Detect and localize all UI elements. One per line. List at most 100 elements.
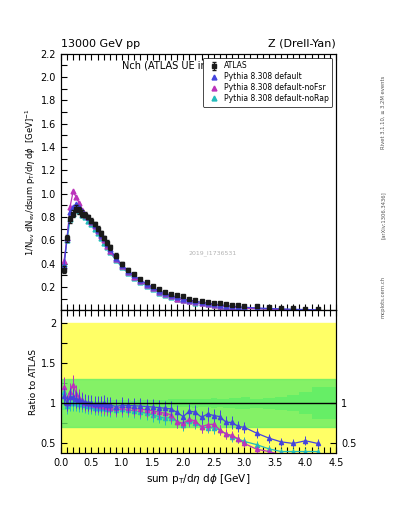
Pythia 8.308 default-noFsr (205, 301, 210, 307)
Pythia 8.308 default (303, 307, 308, 313)
Pythia 8.308 default (86, 214, 91, 220)
Pythia 8.308 default-noRap (98, 235, 103, 241)
Pythia 8.308 default (92, 222, 97, 228)
Pythia 8.308 default-noFsr (175, 296, 180, 302)
Pythia 8.308 default-noFsr (101, 238, 106, 244)
Pythia 8.308 default (120, 262, 125, 268)
Pythia 8.308 default-noFsr (162, 291, 167, 297)
Text: 13000 GeV pp: 13000 GeV pp (61, 38, 140, 49)
Pythia 8.308 default-noRap (224, 304, 228, 310)
Pythia 8.308 default-noRap (86, 218, 91, 224)
Pythia 8.308 default-noFsr (95, 228, 100, 234)
Y-axis label: 1/N$_{\mathsf{ev}}$ dN$_{\mathsf{ev}}$/dsum p$_{\mathsf{T}}$/d$\eta$ d$\phi$  [G: 1/N$_{\mathsf{ev}}$ dN$_{\mathsf{ev}}$/d… (23, 109, 38, 256)
Pythia 8.308 default-noRap (279, 306, 283, 312)
Pythia 8.308 default-noFsr (315, 307, 320, 313)
Pythia 8.308 default-noRap (74, 206, 79, 212)
Pythia 8.308 default-noFsr (74, 194, 79, 200)
Pythia 8.308 default-noRap (71, 210, 75, 217)
Pythia 8.308 default (266, 306, 271, 312)
Pythia 8.308 default-noRap (120, 264, 125, 270)
Pythia 8.308 default-noFsr (98, 233, 103, 239)
Pythia 8.308 default (236, 304, 241, 310)
Pythia 8.308 default-noFsr (138, 278, 143, 284)
Pythia 8.308 default (89, 218, 94, 224)
Pythia 8.308 default-noRap (80, 212, 84, 218)
Pythia 8.308 default (95, 227, 100, 233)
Pythia 8.308 default-noFsr (169, 293, 173, 300)
Pythia 8.308 default (162, 290, 167, 296)
Pythia 8.308 default-noFsr (150, 285, 155, 291)
Pythia 8.308 default-noFsr (114, 256, 118, 262)
Pythia 8.308 default-noRap (175, 296, 180, 302)
Pythia 8.308 default-noFsr (279, 306, 283, 312)
Pythia 8.308 default-noFsr (62, 259, 66, 265)
Pythia 8.308 default-noFsr (105, 243, 109, 249)
Pythia 8.308 default-noRap (92, 226, 97, 232)
Pythia 8.308 default (291, 306, 296, 312)
Pythia 8.308 default-noFsr (181, 297, 185, 303)
Text: mcplots.cern.ch: mcplots.cern.ch (381, 276, 386, 318)
Pythia 8.308 default-noRap (89, 221, 94, 227)
Pythia 8.308 default-noFsr (242, 305, 247, 311)
Text: Nch (ATLAS UE in Z production): Nch (ATLAS UE in Z production) (121, 61, 275, 72)
Pythia 8.308 default (126, 268, 130, 274)
Pythia 8.308 default (156, 288, 161, 294)
Pythia 8.308 default-noFsr (83, 212, 88, 218)
Pythia 8.308 default-noFsr (92, 223, 97, 229)
Pythia 8.308 default-noRap (144, 283, 149, 289)
Pythia 8.308 default-noFsr (224, 304, 228, 310)
Pythia 8.308 default-noFsr (156, 289, 161, 295)
Pythia 8.308 default-noRap (266, 306, 271, 312)
Pythia 8.308 default-noRap (83, 214, 88, 220)
Pythia 8.308 default (71, 204, 75, 210)
Pythia 8.308 default-noFsr (65, 235, 70, 241)
Pythia 8.308 default-noRap (315, 307, 320, 313)
Pythia 8.308 default-noFsr (254, 306, 259, 312)
Line: Pythia 8.308 default-noRap: Pythia 8.308 default-noRap (62, 206, 320, 312)
Pythia 8.308 default-noFsr (132, 273, 137, 280)
Pythia 8.308 default-noRap (77, 208, 82, 215)
Pythia 8.308 default (74, 201, 79, 207)
Pythia 8.308 default (68, 209, 72, 216)
Pythia 8.308 default (175, 294, 180, 300)
Pythia 8.308 default-noRap (254, 306, 259, 312)
Pythia 8.308 default-noFsr (303, 307, 308, 313)
Pythia 8.308 default-noRap (181, 297, 185, 303)
Pythia 8.308 default (83, 210, 88, 217)
Pythia 8.308 default-noFsr (187, 298, 192, 304)
Line: Pythia 8.308 default-noFsr: Pythia 8.308 default-noFsr (62, 189, 320, 312)
Pythia 8.308 default-noFsr (120, 263, 125, 269)
Pythia 8.308 default (169, 292, 173, 298)
Pythia 8.308 default (224, 303, 228, 309)
Pythia 8.308 default-noRap (217, 303, 222, 309)
Pythia 8.308 default-noRap (107, 249, 112, 255)
Pythia 8.308 default-noFsr (144, 282, 149, 288)
Pythia 8.308 default-noFsr (236, 305, 241, 311)
Pythia 8.308 default-noRap (126, 270, 130, 276)
Pythia 8.308 default (62, 263, 66, 269)
Bar (61, 323, 336, 452)
Pythia 8.308 default (279, 306, 283, 312)
Pythia 8.308 default-noFsr (266, 306, 271, 312)
Pythia 8.308 default-noFsr (77, 200, 82, 206)
Pythia 8.308 default-noRap (62, 261, 66, 267)
Pythia 8.308 default (199, 299, 204, 305)
Pythia 8.308 default (105, 241, 109, 247)
Pythia 8.308 default (132, 272, 137, 279)
Pythia 8.308 default-noFsr (199, 301, 204, 307)
Pythia 8.308 default (107, 246, 112, 252)
Text: Rivet 3.1.10, ≥ 3.2M events: Rivet 3.1.10, ≥ 3.2M events (381, 76, 386, 150)
Bar (61, 379, 336, 428)
Text: 2019_I1736531: 2019_I1736531 (188, 250, 236, 255)
Pythia 8.308 default (65, 235, 70, 241)
Line: Pythia 8.308 default: Pythia 8.308 default (62, 202, 320, 312)
Pythia 8.308 default-noFsr (80, 207, 84, 213)
Pythia 8.308 default-noRap (242, 305, 247, 311)
Pythia 8.308 default (187, 297, 192, 303)
Pythia 8.308 default (77, 204, 82, 210)
Pythia 8.308 default-noFsr (71, 188, 75, 195)
Pythia 8.308 default-noRap (236, 305, 241, 311)
Pythia 8.308 default-noFsr (89, 219, 94, 225)
Pythia 8.308 default-noRap (132, 275, 137, 281)
Pythia 8.308 default (211, 301, 216, 307)
